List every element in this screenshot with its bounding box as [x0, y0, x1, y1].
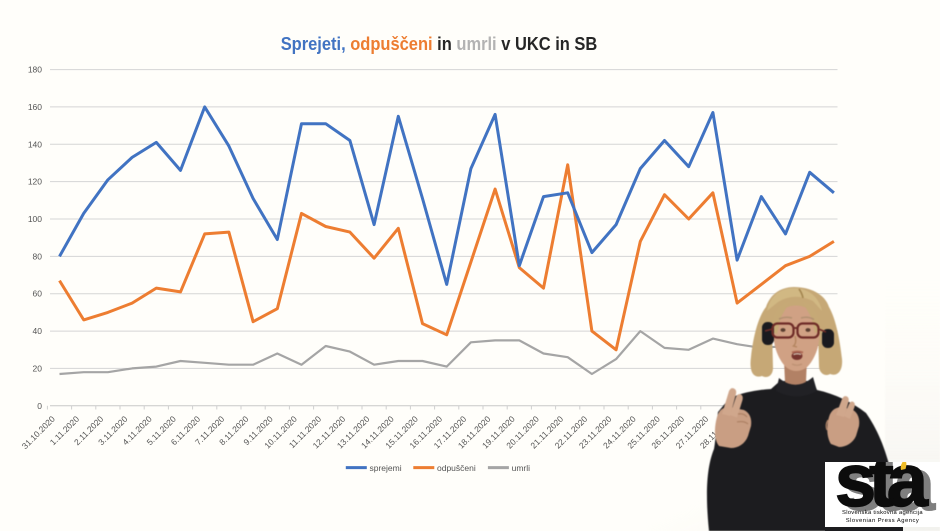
svg-text:sprejemi: sprejemi: [370, 463, 402, 473]
svg-text:60: 60: [33, 289, 43, 299]
svg-text:31.10.2020: 31.10.2020: [20, 414, 57, 451]
svg-text:odpuščeni: odpuščeni: [437, 463, 476, 473]
svg-text:160: 160: [28, 102, 42, 112]
svg-text:140: 140: [28, 139, 42, 149]
svg-text:120: 120: [28, 177, 42, 187]
svg-text:0: 0: [37, 401, 42, 411]
svg-text:umrli: umrli: [512, 463, 531, 473]
svg-text:80: 80: [33, 251, 43, 261]
svg-text:40: 40: [33, 326, 43, 336]
svg-text:180: 180: [28, 65, 42, 75]
svg-text:100: 100: [28, 214, 42, 224]
svg-text:20: 20: [33, 363, 43, 373]
